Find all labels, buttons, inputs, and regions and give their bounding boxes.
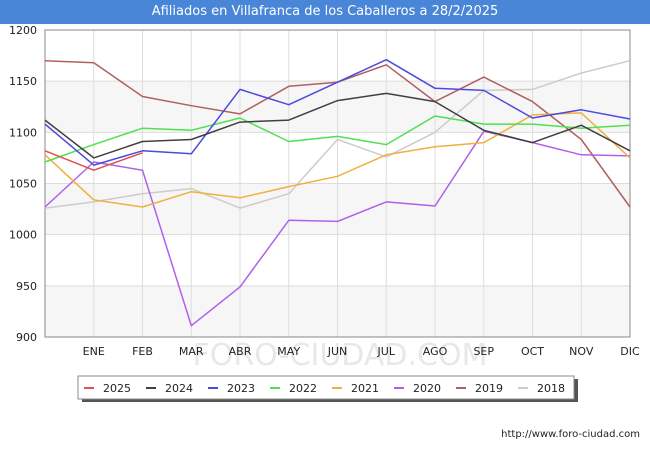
- x-tick-label: ENE: [83, 345, 105, 358]
- plot-area: [44, 29, 631, 338]
- x-axis: ENE FEB MAR ABR MAY JUN JUL AGO SEP OCT NOV DIC: [83, 345, 640, 358]
- legend-label-2025: 2025: [103, 382, 131, 395]
- legend-label-2023: 2023: [227, 382, 255, 395]
- x-tick-label: OCT: [521, 345, 544, 358]
- y-tick-label: 1100: [9, 126, 37, 139]
- y-tick-label: 900: [16, 331, 37, 344]
- legend-label-2024: 2024: [165, 382, 193, 395]
- x-tick-label: JUN: [327, 345, 348, 358]
- legend-label-2019: 2019: [475, 382, 503, 395]
- y-tick-label: 950: [16, 280, 37, 293]
- y-tick-label: 1200: [9, 24, 37, 37]
- series-line-2018: [44, 59, 631, 209]
- y-tick-label: 1000: [9, 229, 37, 242]
- legend-label-2021: 2021: [351, 382, 379, 395]
- series-line-2023: [44, 58, 631, 166]
- legend: 2025 2024 2023 2022 2021 2020 2019 2018: [77, 375, 578, 402]
- x-tick-label: DIC: [620, 345, 640, 358]
- source-url: http://www.foro-ciudad.com: [501, 429, 640, 440]
- x-tick-label: MAR: [179, 345, 204, 358]
- legend-label-2020: 2020: [413, 382, 441, 395]
- x-tick-label: SEP: [473, 345, 494, 358]
- chart-title: Afiliados en Villafranca de los Caballer…: [0, 0, 650, 24]
- x-tick-label: ABR: [229, 345, 252, 358]
- x-tick-label: JUL: [377, 345, 396, 358]
- series-lines: [44, 58, 631, 327]
- x-tick-label: MAY: [277, 345, 300, 358]
- legend-label-2018: 2018: [537, 382, 565, 395]
- y-tick-label: 1050: [9, 178, 37, 191]
- x-tick-label: AGO: [423, 345, 448, 358]
- series-line-2025: [44, 150, 143, 171]
- x-tick-label: FEB: [132, 345, 153, 358]
- watermark: FORO-CIUDAD.COM: [193, 338, 488, 373]
- x-tick-label: NOV: [569, 345, 594, 358]
- y-tick-label: 1150: [9, 75, 37, 88]
- series-line-2021: [44, 112, 631, 208]
- y-axis: 900 950 1000 1050 1100 1150 1200: [9, 24, 37, 344]
- legend-box: [77, 375, 575, 400]
- series-line-2022: [44, 115, 631, 163]
- series-line-2024: [44, 92, 631, 159]
- legend-label-2022: 2022: [289, 382, 317, 395]
